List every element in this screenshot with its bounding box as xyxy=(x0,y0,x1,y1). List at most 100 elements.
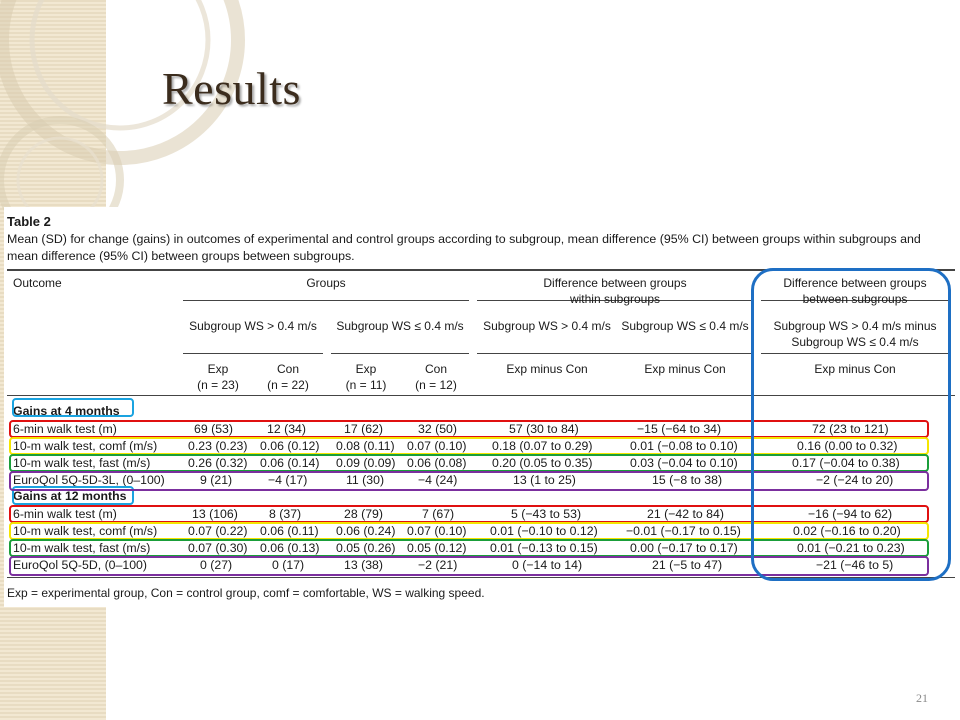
header-n-exp-1: (n = 23) xyxy=(197,378,239,392)
cell: 0.18 (0.07 to 0.29) xyxy=(492,439,593,453)
cell: 0.09 (0.09) xyxy=(336,456,396,470)
table-row: EuroQol 5Q-5D-3L, (0–100) 9 (21) −4 (17)… xyxy=(4,472,956,489)
cell: 0.01 (−0.13 to 0.15) xyxy=(490,541,598,555)
cell: 0.03 (−0.04 to 0.10) xyxy=(630,456,738,470)
header-con-1: Con xyxy=(276,362,299,376)
header-bottom-rule xyxy=(7,395,955,396)
cell: 0.17 (−0.04 to 0.38) xyxy=(792,456,900,470)
header-n-con-1: (n = 22) xyxy=(267,378,309,392)
within-rule xyxy=(477,300,753,301)
cell: −0.01 (−0.17 to 0.15) xyxy=(626,524,741,538)
table-row: 6-min walk test (m) 69 (53) 12 (34) 17 (… xyxy=(4,421,956,438)
cell: 0.16 (0.00 to 0.32) xyxy=(797,439,898,453)
groups-rule xyxy=(183,300,469,301)
table-row: 10-m walk test, comf (m/s) 0.07 (0.22) 0… xyxy=(4,523,956,540)
cell: −4 (17) xyxy=(268,473,308,487)
header-n-exp-2: (n = 11) xyxy=(345,378,387,392)
header-exp-2: Exp xyxy=(355,362,377,376)
header-exp-minus-con-1: Exp minus Con xyxy=(506,362,588,376)
cell-outcome: 10-m walk test, comf (m/s) xyxy=(13,439,158,453)
cell: 0 (17) xyxy=(272,558,305,572)
cell: 0.26 (0.32) xyxy=(188,456,248,470)
header-sub-minus-2: Subgroup WS ≤ 0.4 m/s xyxy=(791,335,919,349)
header-within-2: within subgroups xyxy=(569,292,661,306)
cell: 0 (27) xyxy=(200,558,233,572)
cell: 0.07 (0.10) xyxy=(407,524,467,538)
header-within-1: Difference between groups xyxy=(543,276,687,290)
cell: 0.01 (−0.08 to 0.10) xyxy=(630,439,738,453)
cell: 69 (53) xyxy=(194,422,233,436)
cell: 8 (37) xyxy=(269,507,302,521)
highlight-box-section-4m xyxy=(12,398,134,417)
header-sub-gt-2: Subgroup WS > 0.4 m/s xyxy=(483,319,611,333)
cell: 7 (67) xyxy=(422,507,455,521)
decorative-circles xyxy=(0,0,245,220)
cell: 72 (23 to 121) xyxy=(812,422,889,436)
header-exp-minus-con-3: Exp minus Con xyxy=(814,362,896,376)
table-bottom-rule xyxy=(7,577,955,578)
cell-outcome: EuroQol 5Q-5D, (0–100) xyxy=(13,558,147,572)
between-rule xyxy=(761,300,949,301)
header-sub-gt: Subgroup WS > 0.4 m/s xyxy=(189,319,317,333)
cell: 0.06 (0.12) xyxy=(260,439,320,453)
cell: 0.02 (−0.16 to 0.20) xyxy=(793,524,901,538)
table-footnote: Exp = experimental group, Con = control … xyxy=(7,586,485,600)
section-12-months: Gains at 12 months xyxy=(13,489,127,503)
cell: 0.01 (−0.10 to 0.12) xyxy=(490,524,598,538)
cell: −16 (−94 to 62) xyxy=(808,507,893,521)
header-outcome: Outcome xyxy=(13,276,62,290)
cell: −21 (−46 to 5) xyxy=(816,558,894,572)
header-between-2: between subgroups xyxy=(802,292,908,306)
highlight-box-between-subgroups xyxy=(751,268,951,581)
cell: 13 (38) xyxy=(344,558,383,572)
cell: 9 (21) xyxy=(200,473,233,487)
cell: 0.07 (0.10) xyxy=(407,439,467,453)
highlight-box-row-euroqol-12m xyxy=(9,556,929,576)
cell-outcome: 6-min walk test (m) xyxy=(13,507,117,521)
cell: 0.20 (0.05 to 0.35) xyxy=(492,456,593,470)
cell-outcome: 10-m walk test, fast (m/s) xyxy=(13,456,151,470)
cell: 0.08 (0.11) xyxy=(336,439,395,453)
table-row: 10-m walk test, fast (m/s) 0.07 (0.30) 0… xyxy=(4,540,956,557)
cell: 0.05 (0.26) xyxy=(336,541,396,555)
cell: 11 (30) xyxy=(346,473,385,487)
table-row: EuroQol 5Q-5D, (0–100) 0 (27) 0 (17) 13 … xyxy=(4,557,956,574)
cell: 0.00 (−0.17 to 0.17) xyxy=(630,541,738,555)
cell: 13 (1 to 25) xyxy=(513,473,576,487)
cell: −15 (−64 to 34) xyxy=(637,422,722,436)
header-between-1: Difference between groups xyxy=(783,276,927,290)
cell: −2 (21) xyxy=(418,558,458,572)
cell-outcome: 10-m walk test, comf (m/s) xyxy=(13,524,158,538)
sub1-rule xyxy=(183,353,323,354)
cell: 0.06 (0.08) xyxy=(407,456,467,470)
header-groups: Groups xyxy=(306,276,346,290)
table-row: 6-min walk test (m) 13 (106) 8 (37) 28 (… xyxy=(4,506,956,523)
cell: 0 (−14 to 14) xyxy=(512,558,583,572)
cell: −2 (−24 to 20) xyxy=(816,473,894,487)
cell: 21 (−5 to 47) xyxy=(652,558,723,572)
header-sub-le: Subgroup WS ≤ 0.4 m/s xyxy=(336,319,464,333)
cell-outcome: 6-min walk test (m) xyxy=(13,422,117,436)
cell-outcome: EuroQol 5Q-5D-3L, (0–100) xyxy=(13,473,165,487)
header-n-con-2: (n = 12) xyxy=(415,378,457,392)
cell: 17 (62) xyxy=(344,422,383,436)
highlight-box-row-euroqol-4m xyxy=(9,471,929,491)
cell: 0.07 (0.30) xyxy=(188,541,248,555)
highlight-box-section-12m xyxy=(12,486,134,505)
section-4-months: Gains at 4 months xyxy=(13,404,120,418)
cell: 5 (−43 to 53) xyxy=(511,507,582,521)
cell: −4 (24) xyxy=(418,473,458,487)
table-row: 10-m walk test, fast (m/s) 0.26 (0.32) 0… xyxy=(4,455,956,472)
cell: 57 (30 to 84) xyxy=(509,422,579,436)
cell: 0.06 (0.14) xyxy=(260,456,320,470)
sub2-rule xyxy=(331,353,469,354)
table-label: Table 2 xyxy=(7,214,51,229)
header-sub-minus-1: Subgroup WS > 0.4 m/s minus xyxy=(773,319,937,333)
header-exp-1: Exp xyxy=(207,362,229,376)
cell: 0.01 (−0.21 to 0.23) xyxy=(797,541,905,555)
results-table: Table 2 Mean (SD) for change (gains) in … xyxy=(4,207,956,607)
slide-title: Results xyxy=(162,63,301,114)
between-sub-rule xyxy=(761,353,949,354)
cell: 0.07 (0.22) xyxy=(188,524,248,538)
cell: 15 (−8 to 38) xyxy=(652,473,723,487)
